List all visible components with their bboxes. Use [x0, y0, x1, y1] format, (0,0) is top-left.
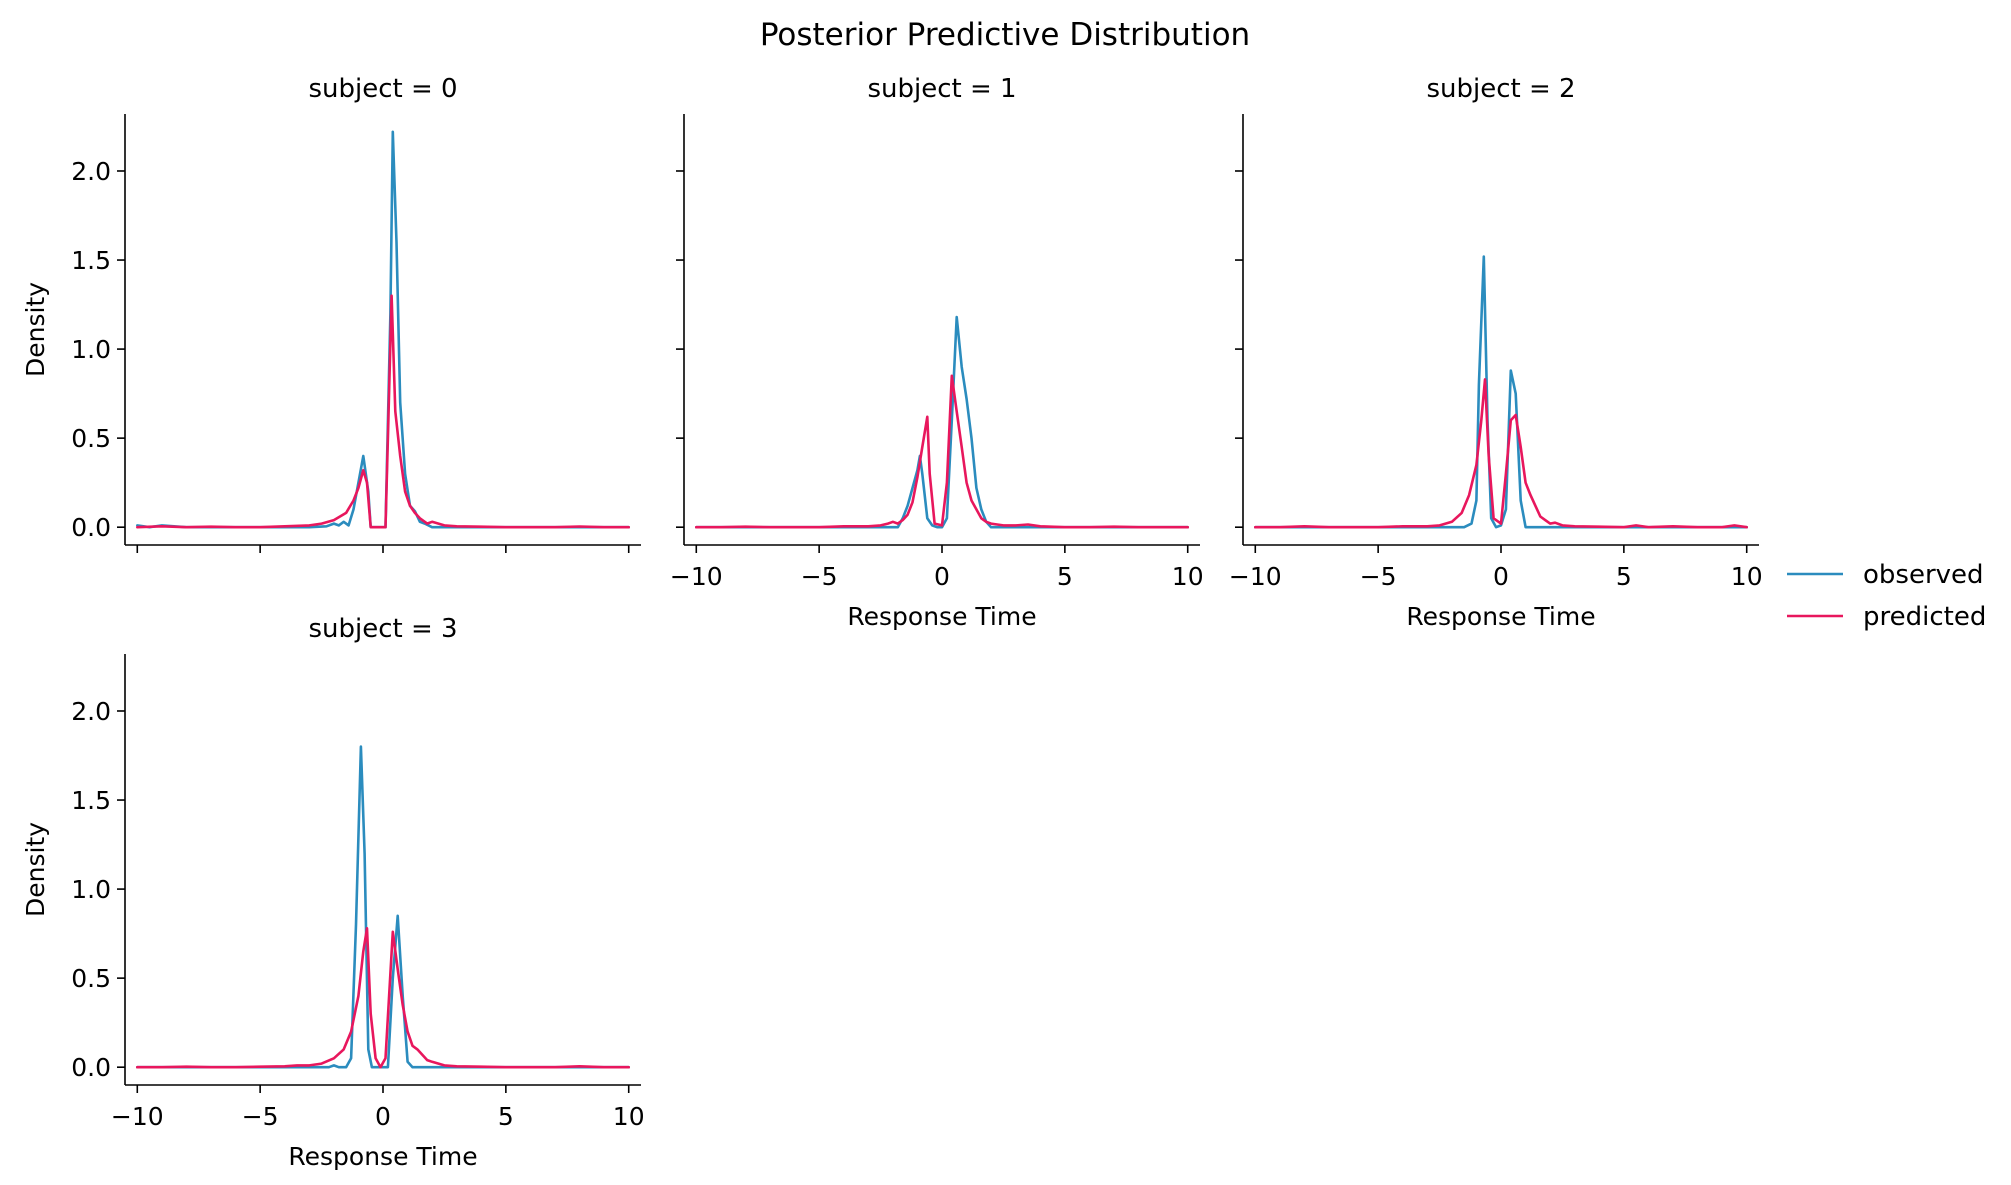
figure-title: Posterior Predictive Distribution [760, 17, 1250, 53]
x-tick-label: 0 [375, 1102, 391, 1131]
x-tick-label: −10 [111, 1102, 164, 1131]
x-tick-label: 5 [498, 1102, 514, 1131]
y-tick-label: 0.0 [71, 1053, 111, 1082]
x-tick-label: 5 [1057, 562, 1073, 591]
y-tick-label: 1.5 [71, 246, 111, 275]
series-line-predicted [695, 374, 1189, 529]
y-axis-label: Density [21, 282, 50, 377]
legend-label: predicted [1863, 602, 1986, 632]
series-line-observed [136, 745, 630, 1069]
facet-grid: subject = 00.00.51.01.52.0Densitysubject… [21, 74, 1763, 1171]
x-tick-label: 10 [1172, 562, 1204, 591]
panel-title: subject = 2 [1426, 74, 1575, 104]
x-tick-label: −10 [1229, 562, 1282, 591]
series-line-predicted [136, 294, 630, 529]
x-axis-label: Response Time [288, 1142, 477, 1171]
facet-panel-1: subject = 1 −10 −5 0 5 10 Response Time [670, 74, 1204, 631]
series-line-observed [136, 130, 630, 529]
panel-title: subject = 1 [867, 74, 1016, 104]
y-tick-label: 1.0 [71, 335, 111, 364]
facet-panel-3: subject = 3 0.0 0.5 1.0 1.5 2.0 −10 −5 0 5 10 Densi… [21, 614, 645, 1171]
x-tick-label: −10 [670, 562, 723, 591]
x-tick-label: −5 [801, 562, 838, 591]
series-line-observed [695, 315, 1189, 529]
x-tick-label: 0 [1493, 562, 1509, 591]
y-tick-label: 2.0 [71, 157, 111, 186]
panel-title: subject = 0 [308, 74, 457, 104]
y-tick-label: 2.0 [71, 697, 111, 726]
x-tick-label: 10 [1731, 562, 1763, 591]
x-tick-label: 10 [613, 1102, 645, 1131]
x-axis-label: Response Time [1406, 602, 1595, 631]
legend-item-observed: observed [1787, 560, 1984, 590]
x-tick-label: −5 [242, 1102, 279, 1131]
series-line-observed [1254, 255, 1748, 529]
y-tick-label: 0.0 [71, 513, 111, 542]
x-tick-label: −5 [1360, 562, 1397, 591]
series-line-predicted [1254, 378, 1748, 529]
x-tick-label: 5 [1616, 562, 1632, 591]
facet-panel-0: subject = 0 0.0 0.5 1.0 1.5 2.0 Density [21, 74, 641, 553]
y-tick-label: 0.5 [71, 424, 111, 453]
y-tick-label: 0.5 [71, 964, 111, 993]
facet-panel-2: subject = 2 −10 −5 0 5 10 Response Time [1229, 74, 1763, 631]
panel-title: subject = 3 [308, 614, 457, 644]
y-tick-label: 1.5 [71, 786, 111, 815]
y-tick-label: 1.0 [71, 875, 111, 904]
legend-item-predicted: predicted [1787, 602, 1986, 632]
legend-label: observed [1863, 560, 1984, 590]
x-tick-label: 0 [934, 562, 950, 591]
series-line-predicted [136, 927, 630, 1069]
x-axis-label: Response Time [847, 602, 1036, 631]
y-axis-label: Density [21, 822, 50, 917]
legend: observed predicted [1787, 560, 1986, 632]
